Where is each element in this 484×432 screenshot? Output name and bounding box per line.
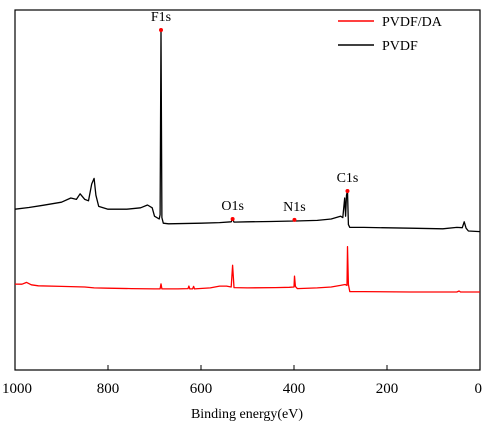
x-tick-label-200: 200 (376, 381, 399, 397)
legend-label-pvdf: PVDF (382, 39, 418, 54)
series-line-pvdf-da (14, 246, 480, 293)
peak-label-f1s: F1s (151, 10, 171, 25)
peak-annotations: F1s O1s N1s C1s (151, 10, 358, 222)
peak-label-o1s: O1s (221, 199, 244, 214)
plot-frame (14, 9, 481, 371)
legend: PVDF/DA PVDF (338, 15, 443, 54)
peak-marker-n1s (292, 217, 297, 222)
peak-marker-o1s (230, 217, 235, 221)
series-line-pvdf (14, 29, 481, 233)
x-axis-ticks: 1000 800 600 400 200 0 (2, 365, 482, 397)
x-tick-label-400: 400 (283, 381, 306, 397)
legend-label-pvdf-da: PVDF/DA (382, 15, 443, 30)
peak-label-n1s: N1s (283, 200, 306, 215)
peak-label-c1s: C1s (337, 171, 359, 186)
x-axis-label: Binding energy(eV) (191, 407, 303, 422)
peak-marker-c1s (345, 189, 350, 193)
x-tick-label-1000: 1000 (2, 381, 32, 397)
x-tick-label-600: 600 (190, 381, 213, 397)
x-tick-label-0: 0 (475, 381, 483, 397)
x-tick-label-800: 800 (97, 381, 120, 397)
peak-marker-f1s (159, 28, 164, 32)
series-lines (14, 29, 481, 293)
